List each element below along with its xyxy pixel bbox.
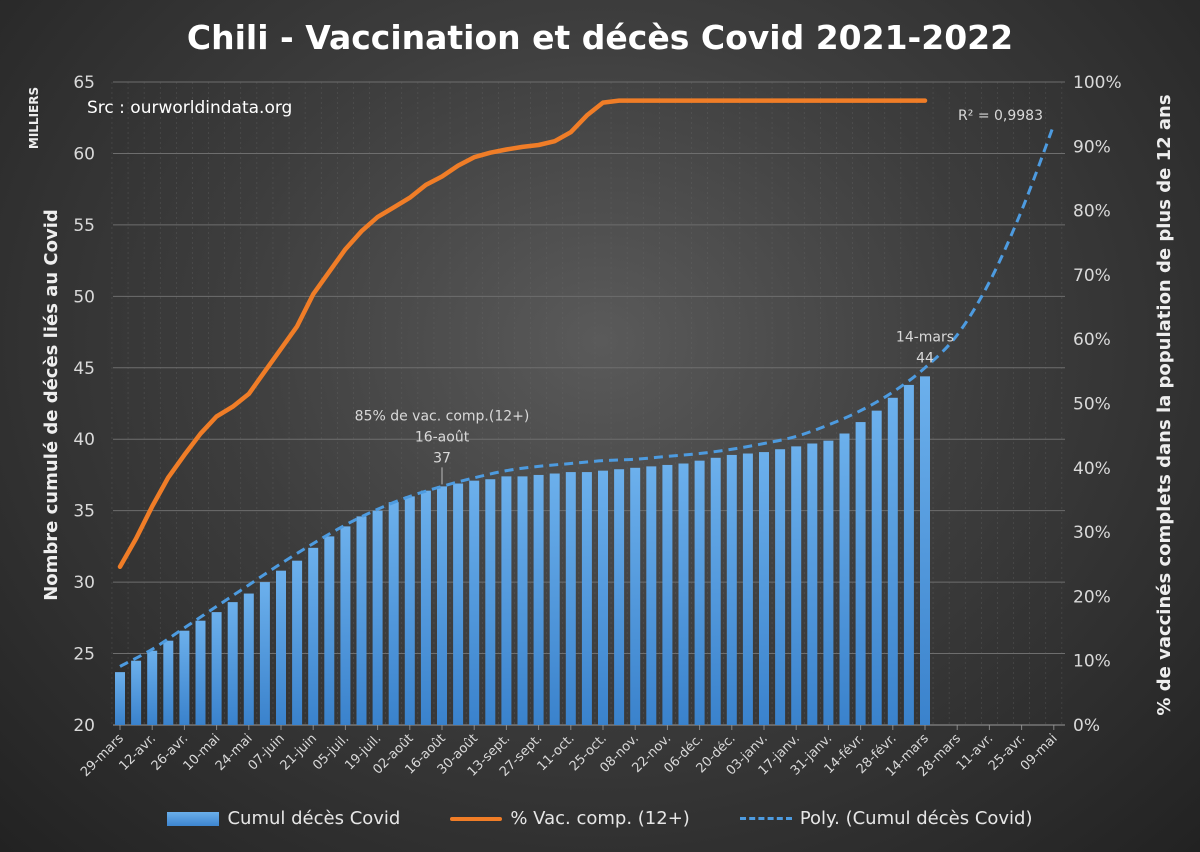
- bar-cumul-deces: [243, 593, 254, 725]
- left-axis-tick: 60: [73, 144, 95, 164]
- left-axis-tick: 40: [73, 430, 95, 450]
- right-axis-tick: 10%: [1073, 652, 1111, 672]
- bar-cumul-deces: [437, 486, 447, 725]
- legend: Cumul décès Covid % Vac. comp. (12+) Pol…: [0, 808, 1200, 829]
- data-label-annotation: 44: [916, 350, 934, 366]
- x-axis-tick-label: 29-mars: [78, 731, 127, 780]
- right-axis-tick: 60%: [1073, 330, 1111, 350]
- legend-item-deaths[interactable]: Cumul décès Covid: [167, 808, 400, 829]
- bar-cumul-deces: [630, 467, 641, 725]
- bar-cumul-deces: [920, 376, 930, 725]
- bar-cumul-deces: [710, 457, 721, 725]
- bar-cumul-deces: [855, 422, 866, 725]
- left-axis-tick: 20: [73, 716, 95, 736]
- right-axis-tick: 40%: [1073, 459, 1111, 479]
- data-label-annotation: 14-mars: [896, 329, 954, 345]
- bar-cumul-deces: [147, 650, 158, 725]
- right-axis-tick: 0%: [1073, 716, 1100, 736]
- chart-title: Chili - Vaccination et décès Covid 2021-…: [186, 18, 1014, 57]
- bar-cumul-deces: [276, 570, 286, 725]
- bar-cumul-deces: [565, 472, 576, 725]
- bar-cumul-deces: [340, 526, 351, 725]
- right-axis-tick: 100%: [1073, 73, 1122, 93]
- bar-cumul-deces: [549, 473, 560, 725]
- bar-cumul-deces: [324, 536, 335, 725]
- legend-item-trend[interactable]: Poly. (Cumul décès Covid): [739, 808, 1033, 829]
- bar-cumul-deces: [791, 446, 802, 725]
- x-axis-tick-label: 09-mai: [1018, 731, 1061, 774]
- bar-cumul-deces: [887, 397, 898, 725]
- left-axis-unit-label: MILLIERS: [27, 87, 41, 149]
- bar-cumul-deces: [759, 452, 769, 725]
- r-squared-label: R² = 0,9983: [958, 108, 1043, 124]
- bar-cumul-deces: [179, 630, 190, 725]
- bar-cumul-deces: [195, 620, 206, 725]
- legend-line-swatch: [450, 816, 503, 821]
- bar-cumul-deces: [356, 516, 367, 725]
- data-label-annotation: 85% de vac. comp.(12+): [355, 408, 530, 424]
- left-axis-tick: 65: [73, 73, 95, 93]
- bar-cumul-deces: [485, 479, 496, 725]
- right-axis-tick: 80%: [1073, 202, 1111, 222]
- bar-cumul-deces: [807, 443, 818, 725]
- bar-cumul-deces: [501, 476, 512, 725]
- bar-cumul-deces: [131, 660, 142, 725]
- bar-cumul-deces: [726, 454, 737, 725]
- line-vaccination: [117, 98, 928, 570]
- bar-cumul-deces: [453, 483, 464, 725]
- bar-cumul-deces: [388, 502, 399, 725]
- bar-cumul-deces: [598, 470, 608, 725]
- bar-cumul-deces: [533, 474, 544, 725]
- bar-cumul-deces: [517, 476, 528, 725]
- bar-cumul-deces: [903, 384, 914, 725]
- bar-cumul-deces: [420, 490, 431, 725]
- data-label-annotation: 16-août: [415, 429, 470, 445]
- bar-cumul-deces: [694, 460, 705, 725]
- left-axis-title: Nombre cumulé de décès liés au Covid: [41, 209, 62, 601]
- source-label: Src : ourworldindata.org: [87, 98, 292, 118]
- bar-cumul-deces: [115, 672, 125, 725]
- right-axis-title: % de vaccinés complets dans la populatio…: [1154, 94, 1175, 715]
- left-axis-tick: 35: [73, 502, 95, 522]
- right-axis-tick: 90%: [1073, 137, 1111, 157]
- bar-cumul-deces: [259, 582, 270, 725]
- right-axis-tick: 20%: [1073, 587, 1111, 607]
- right-axis-tick: 70%: [1073, 266, 1111, 286]
- bar-cumul-deces: [163, 640, 174, 725]
- left-axis-tick: 45: [73, 359, 95, 379]
- right-axis-tick: 50%: [1073, 395, 1111, 415]
- bar-cumul-deces: [469, 480, 480, 725]
- bar-cumul-deces: [742, 453, 753, 725]
- left-axis-tick: 55: [73, 216, 95, 236]
- bar-cumul-deces: [871, 410, 882, 725]
- legend-bar-swatch: [167, 811, 220, 826]
- bar-cumul-deces: [678, 463, 689, 725]
- legend-label: Cumul décès Covid: [227, 808, 401, 829]
- bar-cumul-deces: [372, 510, 383, 725]
- bar-cumul-deces: [292, 560, 303, 725]
- bar-cumul-deces: [823, 440, 834, 725]
- bar-cumul-deces: [646, 466, 657, 725]
- bar-cumul-deces: [227, 602, 238, 725]
- bar-cumul-deces: [614, 469, 625, 725]
- bar-cumul-deces: [211, 612, 222, 725]
- bar-cumul-deces: [404, 496, 415, 725]
- bar-cumul-deces: [662, 464, 673, 725]
- legend-dash-swatch: [739, 817, 792, 820]
- bar-cumul-deces: [308, 547, 319, 725]
- bar-cumul-deces: [581, 472, 592, 725]
- data-label-annotation: 37: [433, 450, 451, 466]
- bar-cumul-deces: [839, 433, 850, 725]
- left-axis-tick: 30: [73, 573, 95, 593]
- bar-cumul-deces: [775, 449, 786, 725]
- legend-item-vaccination[interactable]: % Vac. comp. (12+): [450, 808, 690, 829]
- left-axis-tick: 25: [73, 645, 95, 665]
- legend-label: % Vac. comp. (12+): [510, 808, 690, 829]
- left-axis-tick: 50: [73, 287, 95, 307]
- right-axis-tick: 30%: [1073, 523, 1111, 543]
- legend-label: Poly. (Cumul décès Covid): [799, 808, 1033, 829]
